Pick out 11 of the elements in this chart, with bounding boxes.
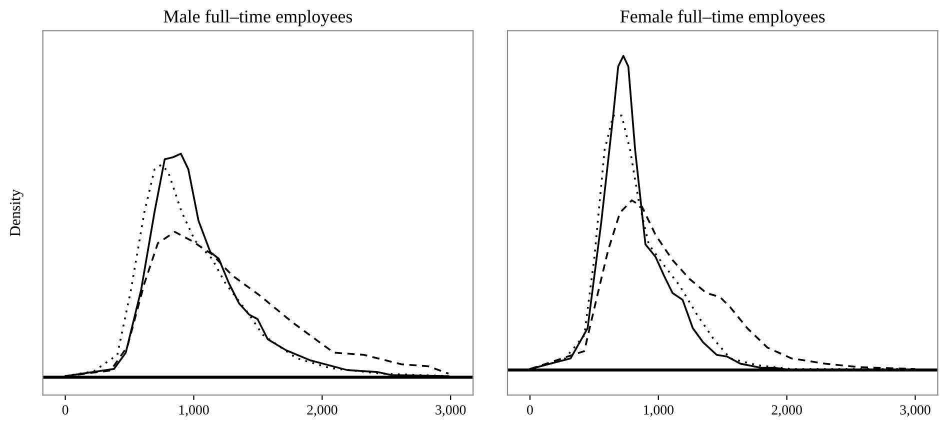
x-tick-label: 1,000	[644, 405, 674, 417]
x-tick-label: 2,000	[772, 405, 802, 417]
x-tick-label: 3,000	[900, 405, 930, 417]
chart-title: Female full–time employees	[620, 10, 825, 26]
x-tick-label: 3,000	[436, 405, 466, 417]
chart-title: Male full–time employees	[164, 10, 352, 26]
y-axis-title: Density	[10, 189, 24, 236]
x-tick-label: 1,000	[179, 405, 209, 417]
x-tick-label: 2,000	[307, 405, 338, 417]
x-tick-label: 0	[62, 405, 68, 415]
x-tick-label: 0	[527, 405, 533, 415]
